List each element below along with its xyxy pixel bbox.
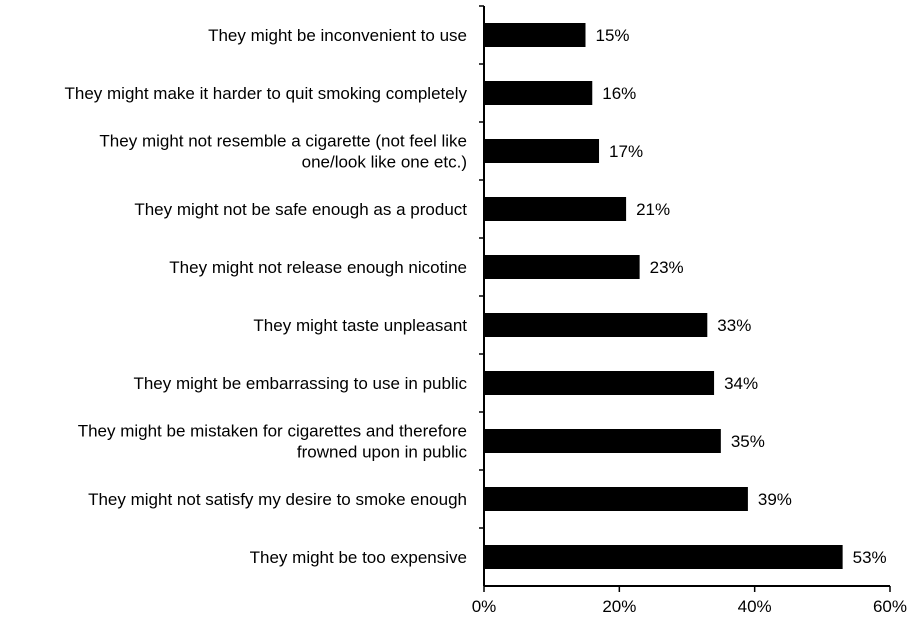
bar — [484, 23, 586, 47]
bar — [484, 139, 600, 163]
data-label: 53% — [853, 548, 887, 567]
bar — [484, 545, 843, 569]
category-label: They might not be safe enough as a produ… — [134, 200, 467, 219]
bar — [484, 255, 640, 279]
category-label: They might be embarrassing to use in pub… — [133, 374, 467, 393]
category-label: one/look like one etc.) — [302, 153, 467, 172]
category-label: They might not satisfy my desire to smok… — [88, 490, 467, 509]
bars — [484, 23, 843, 569]
data-label: 35% — [731, 432, 765, 451]
x-tick-label: 40% — [738, 597, 772, 616]
bar — [484, 429, 721, 453]
data-label: 15% — [596, 26, 630, 45]
category-label: They might be mistaken for cigarettes an… — [78, 422, 467, 441]
data-label: 23% — [650, 258, 684, 277]
data-label: 17% — [609, 142, 643, 161]
bar — [484, 313, 708, 337]
bar — [484, 81, 593, 105]
category-label: They might taste unpleasant — [253, 316, 467, 335]
bar — [484, 371, 715, 395]
x-axis-ticks: 0% 20% 40% 60% — [472, 5, 907, 616]
category-labels: They might be inconvenient to use They mi… — [64, 26, 467, 567]
category-label: They might be inconvenient to use — [208, 26, 467, 45]
bar — [484, 487, 748, 511]
category-label: They might make it harder to quit smokin… — [64, 84, 467, 103]
data-label: 33% — [717, 316, 751, 335]
category-label: frowned upon in public — [297, 443, 468, 462]
category-label: They might not release enough nicotine — [169, 258, 467, 277]
data-label: 16% — [602, 84, 636, 103]
x-tick-label: 60% — [873, 597, 907, 616]
category-label: They might not resemble a cigarette (not… — [99, 132, 467, 151]
data-label: 34% — [724, 374, 758, 393]
data-labels: 15% 16% 17% 21% 23% 33% 34% 35% 39% 53% — [596, 26, 887, 567]
x-tick-label: 0% — [472, 597, 497, 616]
data-label: 21% — [636, 200, 670, 219]
data-label: 39% — [758, 490, 792, 509]
bar — [484, 197, 627, 221]
category-label: They might be too expensive — [250, 548, 467, 567]
x-tick-label: 20% — [602, 597, 636, 616]
